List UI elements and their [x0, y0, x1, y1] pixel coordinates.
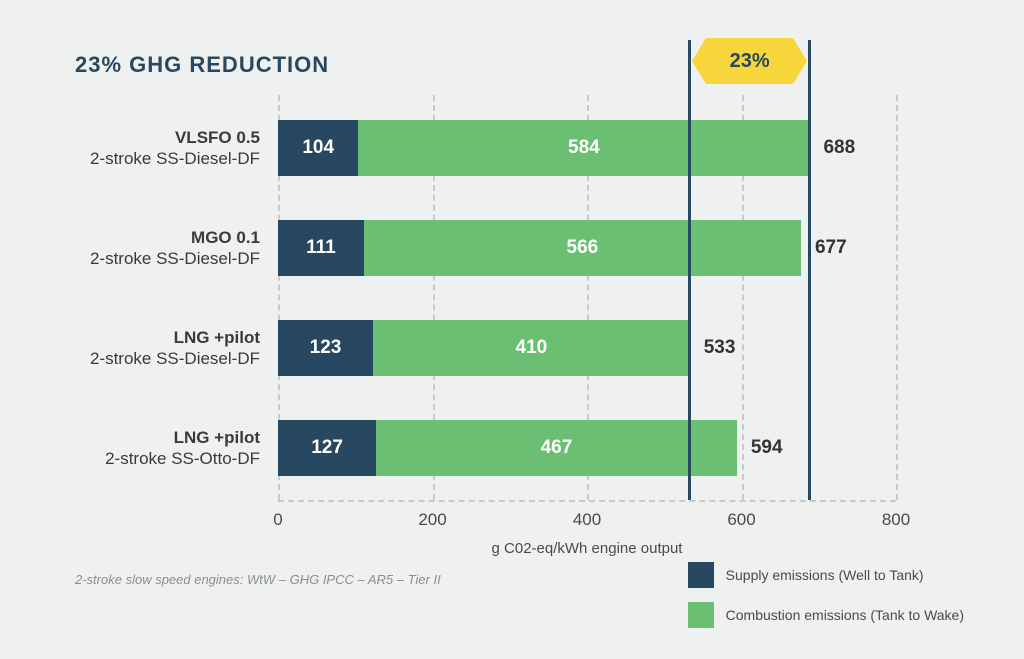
- x-tick-label: 0: [273, 510, 282, 530]
- bar-total-label: 594: [737, 420, 783, 476]
- bar-category-label: LNG +pilot2-stroke SS-Diesel-DF: [28, 320, 278, 376]
- reduction-marker-line: [808, 40, 811, 500]
- bar-segment-combustion: 566: [364, 220, 801, 276]
- legend-item-combustion: Combustion emissions (Tank to Wake): [688, 602, 964, 628]
- bar-segment-supply: 111: [278, 220, 364, 276]
- legend-label-supply: Supply emissions (Well to Tank): [726, 567, 924, 583]
- bar-category-label: VLSFO 0.52-stroke SS-Diesel-DF: [28, 120, 278, 176]
- bar-category-label-line2: 2-stroke SS-Diesel-DF: [90, 148, 260, 169]
- legend: Supply emissions (Well to Tank) Combusti…: [688, 562, 964, 642]
- bar-category-label-line1: LNG +pilot: [174, 427, 260, 448]
- bar-segment-supply: 123: [278, 320, 373, 376]
- bar-category-label: LNG +pilot2-stroke SS-Otto-DF: [28, 420, 278, 476]
- chart-footnote: 2-stroke slow speed engines: WtW – GHG I…: [75, 572, 441, 587]
- x-axis: [278, 500, 896, 502]
- bar-total-label: 688: [809, 120, 855, 176]
- bar-category-label-line2: 2-stroke SS-Diesel-DF: [90, 248, 260, 269]
- x-axis-label: g C02-eq/kWh engine output: [492, 540, 683, 557]
- bar-category-label-line1: VLSFO 0.5: [175, 127, 260, 148]
- x-tick-label: 400: [573, 510, 601, 530]
- bar-category-label-line2: 2-stroke SS-Diesel-DF: [90, 348, 260, 369]
- bar-total-label: 533: [690, 320, 736, 376]
- bar-segment-combustion: 584: [358, 120, 809, 176]
- gridline: [896, 95, 898, 500]
- reduction-badge: 23%: [706, 38, 794, 84]
- legend-item-supply: Supply emissions (Well to Tank): [688, 562, 964, 588]
- bar-segment-supply: 127: [278, 420, 376, 476]
- bar-category-label: MGO 0.12-stroke SS-Diesel-DF: [28, 220, 278, 276]
- reduction-marker-line: [688, 40, 691, 500]
- x-tick-label: 600: [727, 510, 755, 530]
- legend-swatch-combustion: [688, 602, 714, 628]
- chart-title: 23% GHG REDUCTION: [75, 52, 329, 78]
- x-tick-label: 800: [882, 510, 910, 530]
- bar-category-label-line1: MGO 0.1: [191, 227, 260, 248]
- bar-category-label-line1: LNG +pilot: [174, 327, 260, 348]
- bar-segment-supply: 104: [278, 120, 358, 176]
- legend-label-combustion: Combustion emissions (Tank to Wake): [726, 607, 964, 623]
- x-tick-label: 200: [418, 510, 446, 530]
- bar-category-label-line2: 2-stroke SS-Otto-DF: [105, 448, 260, 469]
- ghg-bar-chart: g C02-eq/kWh engine output 0200400600800…: [278, 95, 896, 500]
- legend-swatch-supply: [688, 562, 714, 588]
- bar-segment-combustion: 467: [376, 420, 737, 476]
- bar-segment-combustion: 410: [373, 320, 690, 376]
